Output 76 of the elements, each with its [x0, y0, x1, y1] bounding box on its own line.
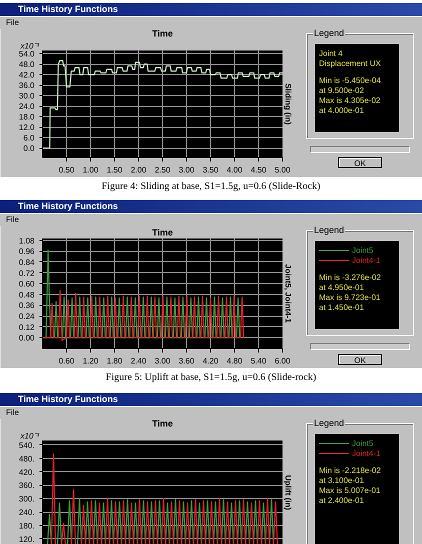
- y-tick-label: 12.0: [18, 123, 36, 132]
- x-tick-label: 4.80: [226, 356, 243, 366]
- legend-title: Legend: [313, 225, 346, 235]
- x-tick-label: 4.50: [250, 166, 267, 174]
- y-tick-label: 120.: [18, 534, 35, 544]
- y-tick-label: 42.0: [18, 70, 36, 80]
- y-tick-label: 300.: [18, 494, 35, 504]
- x-tick-label: 1.00: [82, 166, 99, 174]
- y-axis-title: Joint5, Joint4-1: [284, 264, 292, 324]
- text: File: [0, 214, 422, 226]
- text: x10⁻³: [20, 432, 40, 440]
- x-tick-label: 5.40: [250, 356, 267, 366]
- legend-label: Joint5: [352, 246, 374, 255]
- y-tick-label: 0.36: [18, 301, 36, 310]
- legend-title: Legend: [313, 28, 346, 38]
- x-tick-label: 1.80: [106, 356, 123, 366]
- y-tick-label: 36.0: [18, 81, 36, 90]
- y-axis-title: Uplift (in): [284, 474, 292, 510]
- button: OK: [338, 354, 382, 365]
- text: x10⁻³: [20, 42, 40, 50]
- button: OK: [338, 157, 382, 168]
- y-tick-label: 0.24: [18, 312, 36, 322]
- x-axis-title: Time: [152, 228, 173, 238]
- y-tick-label: 24.0: [18, 102, 36, 112]
- y-tick-label: 1.08: [18, 236, 36, 246]
- y-tick-label: 30.0: [18, 92, 36, 101]
- y-tick-label: 0.00: [18, 334, 36, 343]
- x-tick-label: 0.50: [58, 166, 75, 174]
- y-tick-label: 540.: [18, 440, 35, 450]
- x-tick-label: 2.40: [130, 356, 147, 366]
- y-tick-label: 180.: [18, 521, 35, 530]
- line-series: [42, 60, 282, 149]
- y-tick-label: 6.0: [23, 134, 36, 143]
- x-tick-label: 1.50: [106, 166, 123, 174]
- legend-label: Joint4-1: [352, 449, 380, 458]
- line-series: [42, 250, 240, 338]
- caption: Figure 4: Sliding at base, S1=1.5g, u=0.6 (Slide-Rock): [0, 179, 422, 199]
- y-tick-label: 0.12: [18, 322, 36, 332]
- y-tick-label: 54.0: [18, 50, 36, 59]
- x-tick-label: 2.00: [130, 166, 147, 174]
- x-tick-label: 5.00: [274, 166, 291, 174]
- x-tick-label: 4.00: [226, 166, 243, 174]
- chart-title: Time History Functions: [0, 393, 422, 406]
- text: File: [0, 407, 422, 419]
- x-tick-label: 0.60: [58, 356, 75, 366]
- y-tick-label: 0.96: [18, 247, 36, 256]
- x-tick-label: 3.00: [178, 166, 195, 174]
- x-tick-label: 3.60: [178, 356, 195, 366]
- y-tick-label: 0.0: [23, 144, 36, 154]
- caption: Figure 5: Uplift at base, S1=1.5g, u=0.6 (Slide-rock): [0, 369, 422, 391]
- y-tick-label: 240.: [18, 508, 35, 518]
- y-tick-label: 420.: [18, 468, 35, 477]
- y-tick-label: 480.: [18, 454, 35, 464]
- y-tick-label: 0.72: [18, 268, 36, 278]
- y-tick-label: 360.: [18, 481, 35, 490]
- y-tick-label: 18.0: [18, 112, 36, 122]
- y-tick-label: 0.48: [18, 290, 36, 300]
- y-tick-label: 0.84: [18, 258, 36, 267]
- legend-label: Joint4-1: [352, 256, 380, 265]
- x-tick-label: 2.50: [154, 166, 171, 174]
- x-tick-label: 6.00: [274, 356, 291, 366]
- legend-label: Joint5: [352, 439, 374, 448]
- line-series: [42, 290, 244, 341]
- x-axis-title: Time: [152, 28, 173, 38]
- text: File: [0, 17, 422, 29]
- chart-title: Time History Functions: [0, 3, 422, 16]
- x-tick-label: 1.20: [82, 356, 99, 366]
- x-tick-label: 3.50: [202, 166, 219, 174]
- x-axis-title: Time: [152, 418, 173, 428]
- y-tick-label: 48.0: [18, 60, 36, 70]
- x-tick-label: 3.00: [154, 356, 171, 366]
- y-axis-title: Sliding (in): [284, 83, 292, 125]
- chart-title: Time History Functions: [0, 200, 422, 213]
- y-tick-label: 0.60: [18, 280, 36, 289]
- x-tick-label: 4.20: [202, 356, 219, 366]
- legend-title: Legend: [313, 418, 346, 428]
